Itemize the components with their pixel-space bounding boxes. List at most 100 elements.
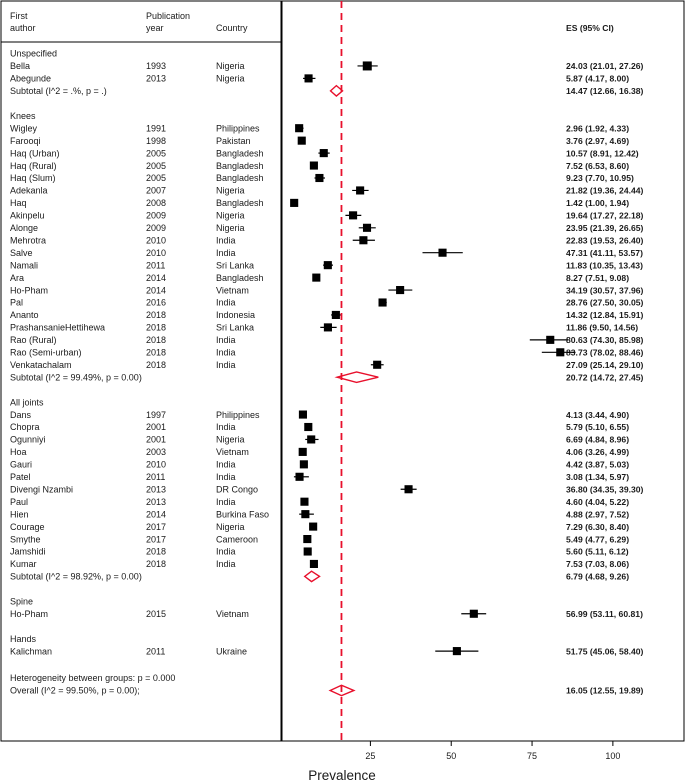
study-marker — [307, 435, 316, 444]
study-country: India — [216, 472, 236, 482]
study-es-text: 7.29 (6.30, 8.40) — [566, 522, 629, 532]
study-marker — [303, 535, 312, 544]
study-author: Ananto — [10, 310, 39, 320]
study-author: Abegunde — [10, 74, 51, 84]
study-year: 2009 — [146, 211, 166, 221]
study-year: 2008 — [146, 198, 166, 208]
study-country: Burkina Faso — [216, 509, 269, 519]
study-year: 2010 — [146, 460, 166, 470]
header-es: ES (95% CI) — [566, 23, 614, 33]
study-es-text: 1.42 (1.00, 1.94) — [566, 198, 629, 208]
study-year: 2014 — [146, 509, 166, 519]
study-country: India — [216, 298, 236, 308]
study-es-text: 11.83 (10.35, 13.43) — [566, 260, 643, 270]
study-author: Venkatachalam — [10, 360, 72, 370]
study-country: Bangladesh — [216, 161, 264, 171]
study-es-text: 4.42 (3.87, 5.03) — [566, 460, 629, 470]
study-es-text: 5.60 (5.11, 6.12) — [566, 547, 629, 557]
study-author: Akinpelu — [10, 211, 45, 221]
study-country: India — [216, 348, 236, 358]
study-year: 2005 — [146, 161, 166, 171]
study-es-text: 4.88 (2.97, 7.52) — [566, 509, 629, 519]
study-country: Sri Lanka — [216, 260, 254, 270]
study-es-text: 36.80 (34.35, 39.30) — [566, 484, 644, 494]
study-author: Dans — [10, 410, 32, 420]
study-country: Nigeria — [216, 211, 245, 221]
study-es-text: 51.75 (45.06, 58.40) — [566, 646, 644, 656]
header-year-line1: Publication — [146, 11, 190, 21]
study-marker — [298, 447, 307, 456]
study-es-text: 11.86 (9.50, 14.56) — [566, 323, 638, 333]
study-es-text: 22.83 (19.53, 26.40) — [566, 235, 644, 245]
study-es-text: 7.53 (7.03, 8.06) — [566, 559, 629, 569]
study-country: Bangladesh — [216, 273, 264, 283]
study-marker — [323, 323, 332, 332]
study-author: Mehrotra — [10, 235, 46, 245]
study-es-text: 23.95 (21.39, 26.65) — [566, 223, 644, 233]
x-axis-ticks: 25 50 75 100 — [365, 741, 620, 761]
study-year: 2005 — [146, 173, 166, 183]
study-marker — [396, 286, 405, 295]
study-author: PrashansanieHettihewa — [10, 323, 105, 333]
study-marker — [378, 298, 387, 307]
group-label: Hands — [10, 634, 37, 644]
heterogeneity-label: Heterogeneity between groups: p = 0.000 — [10, 673, 175, 683]
subtotal-es-text: 20.72 (14.72, 27.45) — [566, 372, 644, 382]
study-marker — [349, 211, 358, 220]
study-author: Ara — [10, 273, 24, 283]
study-author: Kumar — [10, 559, 37, 569]
study-year: 2018 — [146, 310, 166, 320]
x-axis-label: Prevalence — [308, 768, 376, 783]
study-author: Patel — [10, 472, 31, 482]
plot-border — [0, 0, 685, 742]
study-country: India — [216, 335, 236, 345]
header-year-line2: year — [146, 23, 164, 33]
study-country: India — [216, 559, 236, 569]
study-country: DR Congo — [216, 484, 258, 494]
study-marker — [315, 173, 324, 183]
study-author: Divengi Nzambi — [10, 484, 73, 494]
study-marker — [373, 360, 382, 369]
x-tick-label: 75 — [527, 751, 537, 761]
study-author: Adekanla — [10, 186, 48, 196]
x-tick-label: 50 — [446, 751, 456, 761]
study-country: India — [216, 547, 236, 557]
overall-es-text: 16.05 (12.55, 19.89) — [566, 686, 644, 696]
subtotal-label: Subtotal (I^2 = 98.92%, p = 0.00) — [10, 572, 142, 582]
study-es-text: 56.99 (53.11, 60.81) — [566, 609, 643, 619]
study-year: 1993 — [146, 61, 166, 71]
study-year: 2015 — [146, 609, 166, 619]
study-year: 2017 — [146, 534, 166, 544]
study-es-text: 47.31 (41.11, 53.57) — [566, 248, 643, 258]
study-year: 2011 — [146, 646, 165, 656]
x-tick-label: 100 — [605, 751, 620, 761]
study-marker — [304, 74, 313, 83]
study-author: Courage — [10, 522, 45, 532]
study-year: 2017 — [146, 522, 166, 532]
study-es-text: 8.27 (7.51, 9.08) — [566, 273, 629, 283]
study-es-text: 5.79 (5.10, 6.55) — [566, 422, 629, 432]
study-marker — [556, 348, 565, 357]
study-marker — [359, 236, 368, 245]
study-country: India — [216, 460, 236, 470]
subtotal-es-text: 14.47 (12.66, 16.38) — [566, 86, 644, 96]
study-marker — [303, 547, 312, 556]
study-marker — [331, 310, 340, 319]
study-country: Ukraine — [216, 646, 247, 656]
study-author: Hoa — [10, 447, 27, 457]
study-year: 2016 — [146, 298, 166, 308]
study-es-text: 27.09 (25.14, 29.10) — [566, 360, 644, 370]
study-country: Philippines — [216, 410, 260, 420]
study-author: Chopra — [10, 422, 40, 432]
study-marker — [301, 510, 310, 519]
study-year: 2013 — [146, 484, 166, 494]
study-marker — [299, 460, 308, 469]
study-author: Gauri — [10, 460, 32, 470]
study-author: Paul — [10, 497, 28, 507]
study-es-text: 9.23 (7.70, 10.95) — [566, 173, 634, 183]
study-marker — [404, 485, 413, 494]
study-marker — [312, 273, 321, 282]
study-year: 2001 — [146, 422, 166, 432]
rows-layer: Unspecified Bella 1993 Nigeria 24.03 (21.01,… — [10, 49, 644, 696]
study-marker — [362, 61, 372, 71]
